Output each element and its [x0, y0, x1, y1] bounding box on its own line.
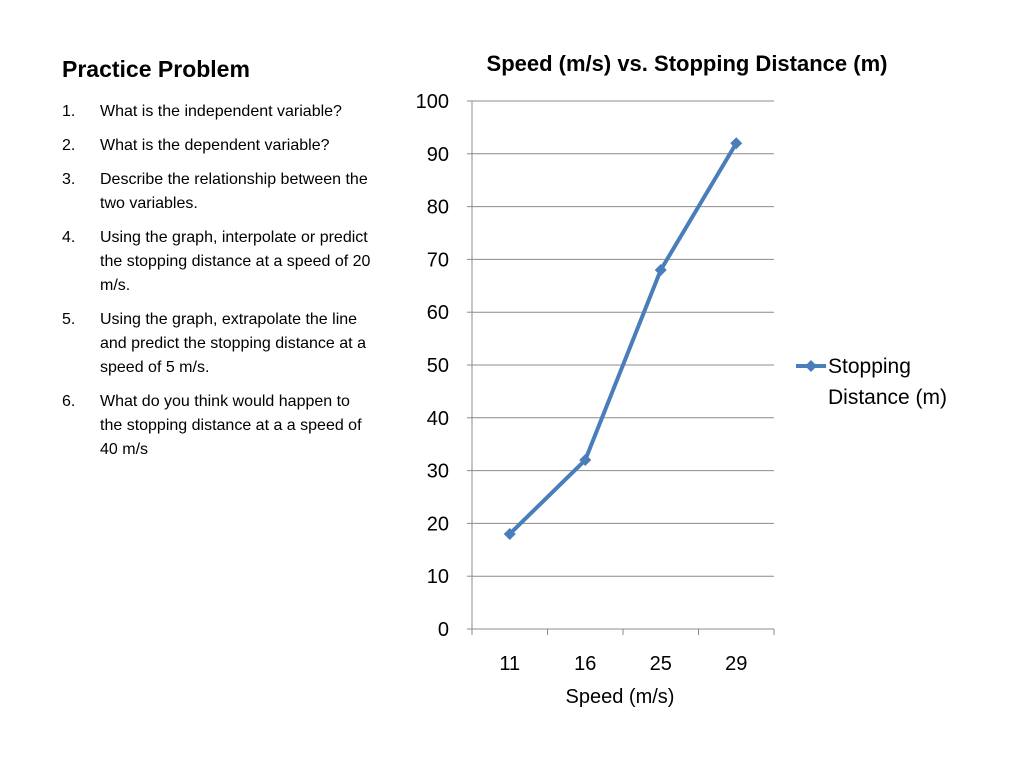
y-tick-label: 70 [427, 249, 449, 271]
y-tick-label: 100 [416, 91, 449, 113]
series-stopping-distance [503, 137, 743, 540]
legend-label: Stopping Distance (m) [828, 355, 947, 409]
question-text: Using the graph, interpolate or predict … [100, 229, 371, 294]
chart-title: Speed (m/s) vs. Stopping Distance (m) [487, 51, 888, 76]
x-tick-label: 16 [574, 653, 596, 675]
question-item: 5. Using the graph, extrapolate the line… [62, 308, 382, 380]
question-number: 1. [62, 103, 76, 120]
x-axis-label: Speed (m/s) [566, 686, 675, 708]
y-tick-label: 20 [427, 513, 449, 535]
y-tick-label: 0 [438, 619, 449, 641]
question-item: 6. What do you think would happen to the… [62, 390, 382, 462]
y-tick-label: 80 [427, 197, 449, 219]
question-item: 4. Using the graph, interpolate or predi… [62, 226, 382, 298]
legend-label-line: Distance (m) [828, 386, 947, 409]
axes [467, 100, 775, 635]
legend-label-line: Stopping [828, 355, 911, 378]
question-text: What is the dependent variable? [100, 137, 330, 154]
gridlines [472, 100, 774, 577]
y-tick-label: 60 [427, 302, 449, 324]
question-number: 2. [62, 137, 76, 154]
question-number: 3. [62, 171, 76, 188]
question-number: 4. [62, 229, 76, 246]
question-list: 1. What is the independent variable? 2. … [62, 100, 382, 472]
question-item: 1. What is the independent variable? [62, 100, 382, 124]
data-point-marker [579, 454, 592, 467]
y-tick-labels: 0 10 20 30 40 50 60 70 80 90 100 [416, 91, 449, 641]
x-tick-label: 25 [650, 653, 672, 675]
question-number: 5. [62, 311, 76, 328]
slide-title: Practice Problem [62, 56, 250, 82]
question-text: What do you think would happen to the st… [100, 393, 362, 458]
x-tick-label: 11 [499, 653, 520, 675]
y-tick-label: 90 [427, 144, 449, 166]
legend: Stopping Distance (m) [796, 355, 947, 409]
data-point-marker [730, 137, 743, 150]
question-item: 2. What is the dependent variable? [62, 134, 382, 158]
data-point-marker [503, 527, 516, 540]
legend-marker [805, 360, 817, 372]
question-number: 6. [62, 393, 76, 410]
question-text: What is the independent variable? [100, 103, 342, 120]
y-tick-label: 10 [427, 566, 449, 588]
x-tick-label: 29 [725, 653, 747, 675]
data-point-marker [654, 263, 667, 276]
y-tick-label: 50 [427, 355, 449, 377]
question-text: Describe the relationship between the tw… [100, 171, 368, 212]
series-line [508, 142, 738, 536]
y-tick-label: 30 [427, 461, 449, 483]
x-tick-labels: 11 16 25 29 [499, 653, 747, 675]
y-tick-label: 40 [427, 408, 449, 430]
question-item: 3. Describe the relationship between the… [62, 168, 382, 216]
question-text: Using the graph, extrapolate the line an… [100, 311, 366, 376]
